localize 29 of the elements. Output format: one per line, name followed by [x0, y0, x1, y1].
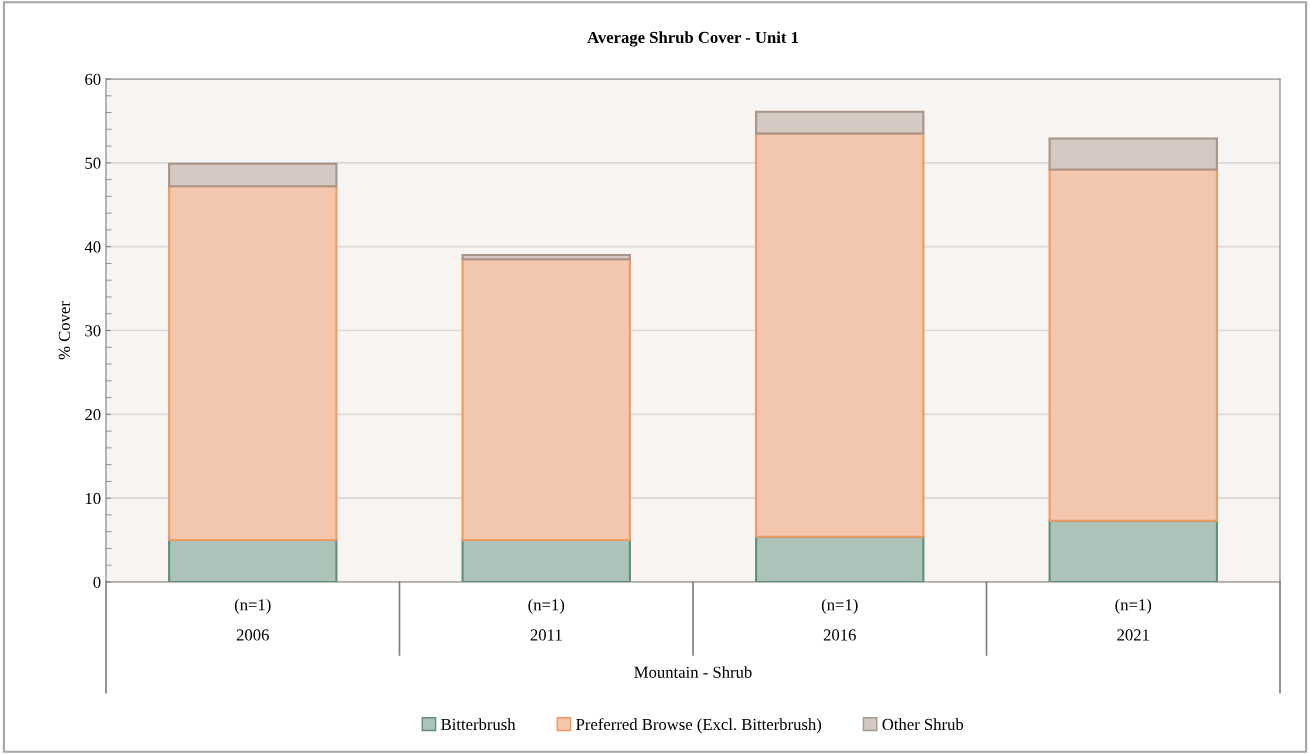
- bar: [461, 539, 631, 582]
- bar: [1048, 168, 1218, 522]
- legend-label: Other Shrub: [882, 718, 964, 731]
- x-tick-label: (n=1) 2006: [234, 598, 271, 641]
- y-tick-label: 50: [85, 157, 101, 169]
- y-tick-label: 0: [93, 576, 101, 588]
- y-tick-label: 20: [85, 409, 101, 421]
- bar: [755, 535, 925, 582]
- bar: [461, 258, 631, 542]
- x-tick-label: (n=1) 2021: [1115, 598, 1152, 641]
- bar: [1048, 519, 1218, 582]
- y-tick-label: 10: [85, 492, 101, 505]
- x-tick-label: (n=1) 2016: [821, 598, 858, 641]
- x-axis-title: Mountain - Shrub: [634, 666, 752, 678]
- legend-label: Bitterbrush: [441, 718, 516, 731]
- bar: [461, 254, 631, 261]
- x-tick-label: (n=1) 2011: [528, 598, 565, 641]
- legend-label: Preferred Browse (Excl. Bitterbrush): [576, 718, 822, 734]
- y-tick-label: 40: [84, 241, 101, 253]
- y-axis-title: % Cover: [58, 301, 71, 360]
- bar: [168, 539, 338, 582]
- bar: [755, 132, 925, 538]
- chart-title: Average Shrub Cover - Unit 1: [587, 31, 799, 47]
- y-tick-label: 30: [85, 325, 101, 337]
- bar: [168, 185, 338, 542]
- bar: [168, 162, 338, 188]
- bar: [1048, 137, 1218, 171]
- y-tick-label: 60: [85, 73, 101, 85]
- bar: [755, 110, 925, 135]
